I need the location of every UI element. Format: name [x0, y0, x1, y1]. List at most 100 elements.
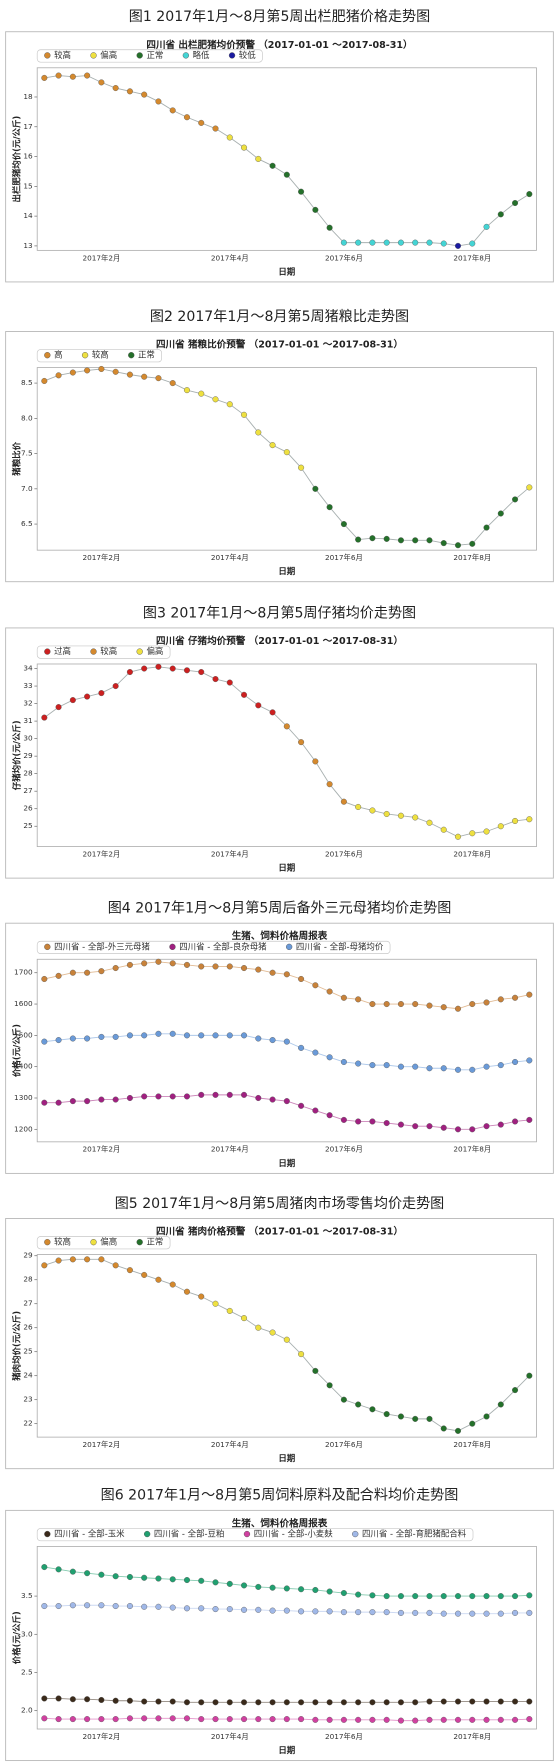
data-point: [226, 401, 233, 408]
legend-label: 偏高: [146, 646, 163, 656]
data-point: [397, 239, 404, 246]
data-point: [155, 1698, 162, 1705]
y-tick-label: 26: [23, 1323, 33, 1332]
legend-label: 较高: [92, 350, 109, 360]
legend-swatch: [352, 1530, 359, 1538]
chart-title: 图5 2017年1月～8月第5周猪肉市场零售均价走势图: [115, 1195, 445, 1212]
data-point: [497, 1716, 504, 1723]
data-point: [212, 1579, 219, 1586]
data-point: [383, 810, 390, 817]
data-point: [397, 1063, 404, 1070]
data-point: [241, 1716, 248, 1723]
data-point: [269, 1699, 276, 1706]
data-point: [469, 1126, 476, 1133]
data-point: [183, 1699, 190, 1706]
data-point: [69, 73, 76, 80]
legend-label: 四川省 - 全部-良杂母猪: [179, 941, 267, 951]
data-point: [198, 669, 205, 676]
data-point: [283, 449, 290, 456]
data-point: [241, 1582, 248, 1589]
data-point: [355, 996, 362, 1003]
x-tick-label: 2017年6月: [325, 1732, 363, 1741]
data-point: [155, 1715, 162, 1722]
data-point: [212, 1091, 219, 1098]
data-point: [169, 960, 176, 967]
data-point: [98, 968, 105, 975]
data-point: [283, 1607, 290, 1614]
data-point: [326, 1054, 333, 1061]
data-point: [169, 1604, 176, 1611]
plot-frame: [36, 958, 537, 1143]
data-point: [412, 239, 419, 246]
data-point: [212, 963, 219, 970]
data-point: [255, 1094, 262, 1102]
data-point: [298, 1608, 305, 1615]
chart-subtitle: 四川省 猪粮比价预警 （2017-01-01 ～2017-08-31）: [156, 339, 403, 351]
data-point: [255, 702, 262, 709]
x-axis-label: 日期: [278, 1745, 295, 1755]
data-point: [183, 387, 190, 394]
data-point: [212, 396, 219, 403]
data-point: [226, 134, 233, 141]
data-point: [169, 1576, 176, 1583]
data-point: [469, 1716, 476, 1723]
data-point: [497, 211, 504, 218]
data-point: [55, 972, 62, 979]
data-point: [269, 969, 276, 976]
data-point: [340, 1396, 347, 1403]
data-point: [155, 1030, 162, 1037]
data-point: [326, 781, 333, 788]
data-point: [440, 826, 447, 833]
data-point: [241, 965, 248, 972]
data-point: [298, 1102, 305, 1109]
data-point: [326, 988, 333, 995]
data-point: [469, 1420, 476, 1427]
data-point: [469, 1066, 476, 1073]
panel-frame: [5, 1509, 554, 1762]
data-point: [369, 1592, 376, 1599]
y-tick-label: 7.5: [21, 449, 33, 458]
x-tick-label: 2017年8月: [453, 553, 491, 562]
data-point: [397, 1717, 404, 1724]
data-point: [198, 1716, 205, 1723]
y-tick-label: 34: [23, 664, 33, 673]
data-point: [212, 1699, 219, 1706]
data-point: [55, 72, 62, 79]
legend: 较高 偏高 正常 略低 较低: [36, 49, 263, 63]
legend-swatch: [169, 943, 176, 951]
chart-title: 图2 2017年1月～8月第5周猪粮比走势图: [150, 308, 409, 325]
data-point: [69, 1602, 76, 1609]
data-point: [412, 537, 419, 544]
data-point: [355, 1716, 362, 1723]
plot-frame: [36, 367, 537, 551]
data-point: [440, 1004, 447, 1011]
data-point: [426, 239, 433, 246]
y-tick-label: 24: [23, 1371, 33, 1380]
data-point: [412, 1123, 419, 1130]
data-point: [412, 1415, 419, 1422]
x-tick-label: 2017年8月: [453, 1732, 491, 1741]
data-point: [241, 411, 248, 418]
y-tick-label: 1400: [14, 1062, 33, 1071]
data-point: [112, 85, 119, 92]
data-point: [355, 803, 362, 810]
data-point: [84, 1570, 91, 1577]
data-point: [126, 1267, 133, 1274]
data-point: [69, 697, 76, 704]
data-point: [512, 1698, 519, 1705]
legend-swatch: [136, 1238, 143, 1246]
data-point: [255, 1699, 262, 1706]
legend-label: 略低: [193, 50, 210, 60]
data-point: [141, 1715, 148, 1722]
data-point: [283, 1585, 290, 1592]
data-point: [55, 1257, 62, 1264]
data-point: [483, 1413, 490, 1420]
data-point: [84, 969, 91, 976]
data-point: [283, 1038, 290, 1045]
legend-label: 较高: [54, 1237, 71, 1247]
data-point: [483, 828, 490, 835]
data-point: [169, 380, 176, 387]
y-tick-label: 32: [23, 699, 32, 708]
data-point: [255, 429, 262, 436]
